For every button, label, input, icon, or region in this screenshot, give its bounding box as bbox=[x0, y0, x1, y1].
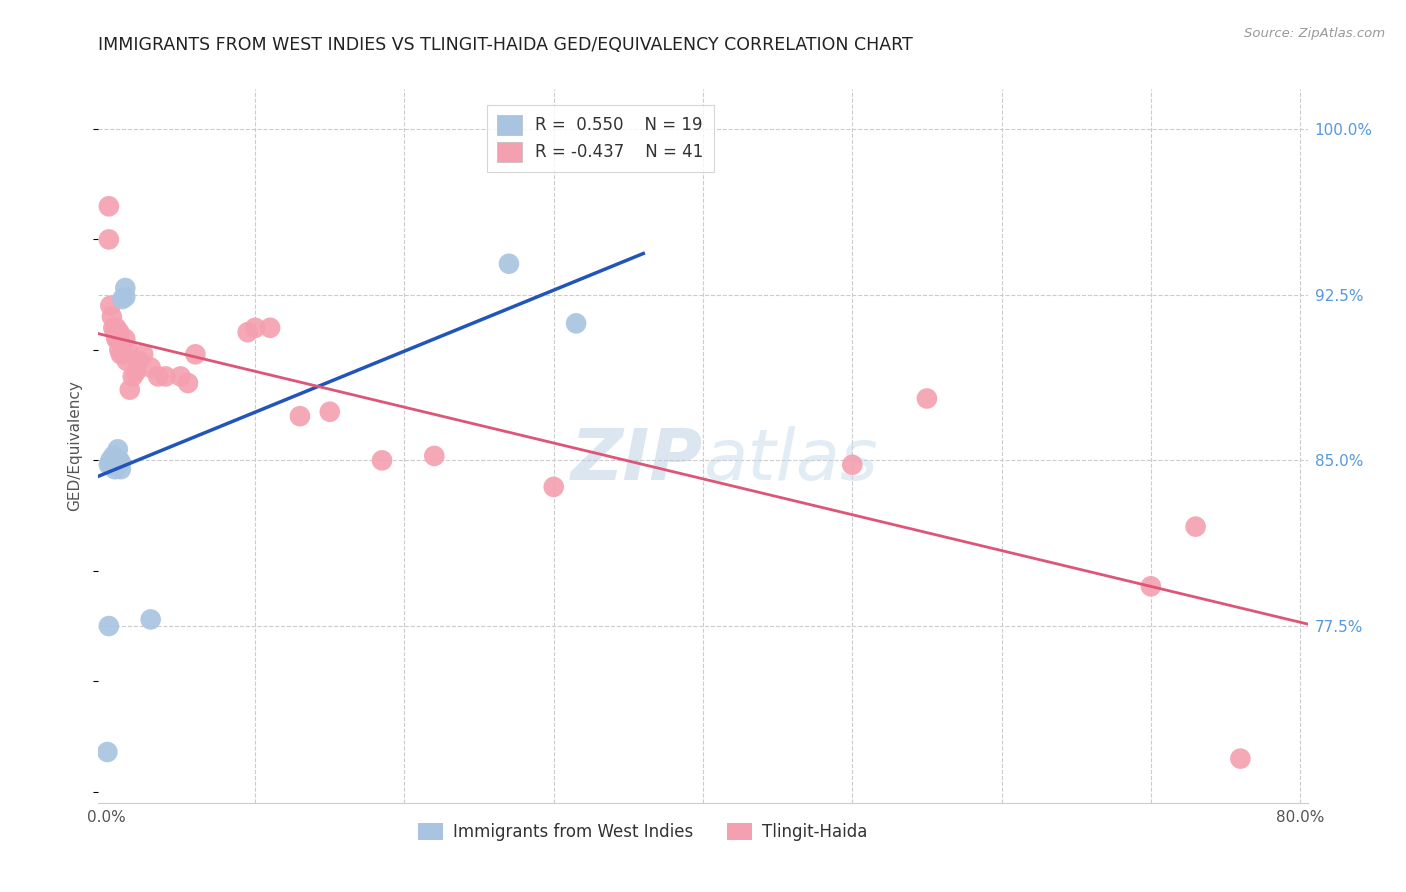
Point bbox=[107, 332, 129, 346]
Point bbox=[103, 320, 125, 334]
Point bbox=[114, 332, 136, 346]
Point bbox=[105, 453, 128, 467]
Point bbox=[112, 347, 135, 361]
Point bbox=[243, 320, 266, 334]
Point bbox=[543, 480, 565, 494]
Point bbox=[128, 354, 150, 368]
Point bbox=[155, 369, 177, 384]
Y-axis label: GED/Equivalency: GED/Equivalency bbox=[67, 381, 83, 511]
Point bbox=[111, 292, 134, 306]
Point bbox=[1140, 579, 1163, 593]
Point bbox=[841, 458, 863, 472]
Point bbox=[97, 199, 120, 213]
Point bbox=[110, 462, 132, 476]
Point bbox=[288, 409, 311, 424]
Point bbox=[498, 257, 520, 271]
Point bbox=[108, 343, 131, 357]
Text: atlas: atlas bbox=[703, 425, 877, 495]
Point bbox=[105, 320, 128, 334]
Point bbox=[101, 458, 124, 472]
Point bbox=[105, 332, 128, 346]
Point bbox=[371, 453, 394, 467]
Point bbox=[139, 612, 162, 626]
Point bbox=[104, 462, 127, 476]
Point bbox=[107, 442, 129, 457]
Point bbox=[132, 347, 155, 361]
Point bbox=[915, 392, 938, 406]
Point bbox=[125, 365, 148, 379]
Point bbox=[121, 369, 143, 384]
Point bbox=[565, 317, 588, 331]
Point bbox=[97, 458, 120, 472]
Point bbox=[104, 456, 127, 470]
Text: Source: ZipAtlas.com: Source: ZipAtlas.com bbox=[1244, 27, 1385, 40]
Point bbox=[97, 232, 120, 246]
Point bbox=[319, 405, 342, 419]
Point bbox=[177, 376, 200, 390]
Point bbox=[117, 343, 139, 357]
Text: IMMIGRANTS FROM WEST INDIES VS TLINGIT-HAIDA GED/EQUIVALENCY CORRELATION CHART: IMMIGRANTS FROM WEST INDIES VS TLINGIT-H… bbox=[98, 36, 912, 54]
Point bbox=[115, 354, 138, 368]
Point bbox=[98, 299, 121, 313]
Point bbox=[108, 325, 131, 339]
Point bbox=[146, 369, 169, 384]
Point bbox=[236, 325, 259, 339]
Point bbox=[103, 449, 125, 463]
Point bbox=[1229, 751, 1251, 765]
Point bbox=[110, 456, 132, 470]
Point bbox=[114, 290, 136, 304]
Point bbox=[96, 745, 118, 759]
Point bbox=[139, 360, 162, 375]
Point bbox=[97, 619, 120, 633]
Text: ZIP: ZIP bbox=[571, 425, 703, 495]
Point bbox=[110, 347, 132, 361]
Point bbox=[101, 310, 124, 324]
Point bbox=[1184, 519, 1206, 533]
Point bbox=[114, 281, 136, 295]
Point bbox=[108, 453, 131, 467]
Point bbox=[118, 383, 141, 397]
Point bbox=[98, 453, 121, 467]
Point bbox=[259, 320, 281, 334]
Point bbox=[423, 449, 446, 463]
Legend: Immigrants from West Indies, Tlingit-Haida: Immigrants from West Indies, Tlingit-Hai… bbox=[412, 816, 873, 848]
Point bbox=[184, 347, 207, 361]
Point bbox=[111, 338, 134, 352]
Point bbox=[104, 325, 127, 339]
Point bbox=[169, 369, 191, 384]
